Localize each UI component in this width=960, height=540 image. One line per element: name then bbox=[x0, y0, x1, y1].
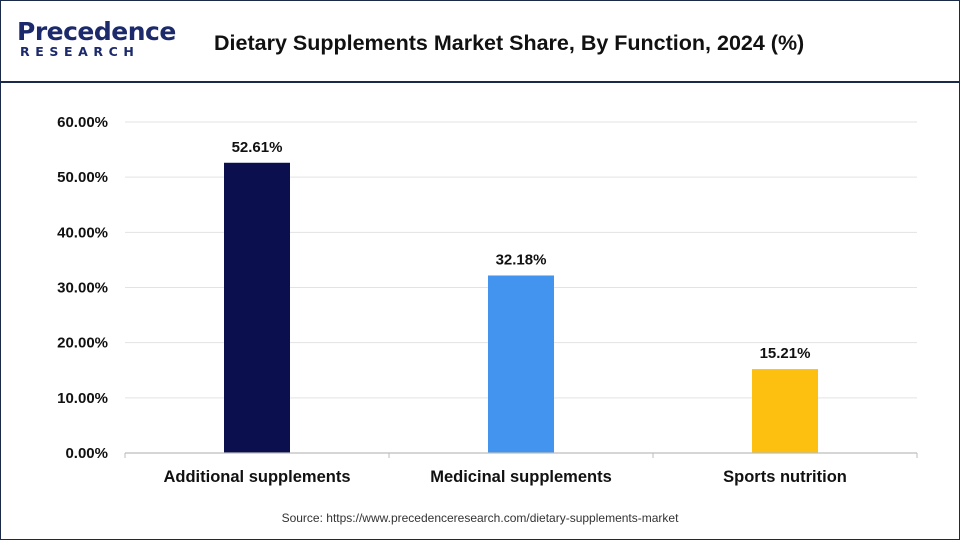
y-tick-label: 50.00% bbox=[57, 169, 108, 186]
logo-wordmark-top: Precedence bbox=[17, 17, 176, 46]
logo-wordmark-bottom: RESEARCH bbox=[20, 44, 140, 59]
x-tick-label: Additional supplements bbox=[163, 468, 350, 486]
y-tick-label: 0.00% bbox=[65, 445, 108, 462]
x-tick-label: Medicinal supplements bbox=[430, 468, 612, 486]
y-tick-label: 30.00% bbox=[57, 280, 108, 297]
bar-value-label: 32.18% bbox=[496, 251, 547, 268]
data-labels: 52.61% 32.18% 15.21% bbox=[232, 139, 811, 362]
chart-title: Dietary Supplements Market Share, By Fun… bbox=[214, 31, 805, 55]
header: Precedence RESEARCH Dietary Supplements … bbox=[1, 1, 959, 83]
x-tick-label: Sports nutrition bbox=[723, 468, 847, 486]
bar-value-label: 52.61% bbox=[232, 139, 283, 156]
bar bbox=[752, 369, 818, 453]
bars bbox=[224, 162, 818, 453]
bar bbox=[488, 275, 554, 453]
bar bbox=[224, 162, 290, 453]
y-tick-label: 20.00% bbox=[57, 335, 108, 352]
y-tick-label: 60.00% bbox=[57, 114, 108, 131]
y-tick-label: 10.00% bbox=[57, 390, 108, 407]
y-tick-label: 40.00% bbox=[57, 224, 108, 241]
bar-value-label: 15.21% bbox=[760, 345, 811, 362]
source-note: Source: https://www.precedenceresearch.c… bbox=[281, 511, 679, 525]
precedence-research-logo: Precedence RESEARCH bbox=[17, 19, 176, 63]
axes: 0.00% 10.00% 20.00% 30.00% 40.00% 50.00% 60.00… bbox=[57, 114, 918, 486]
